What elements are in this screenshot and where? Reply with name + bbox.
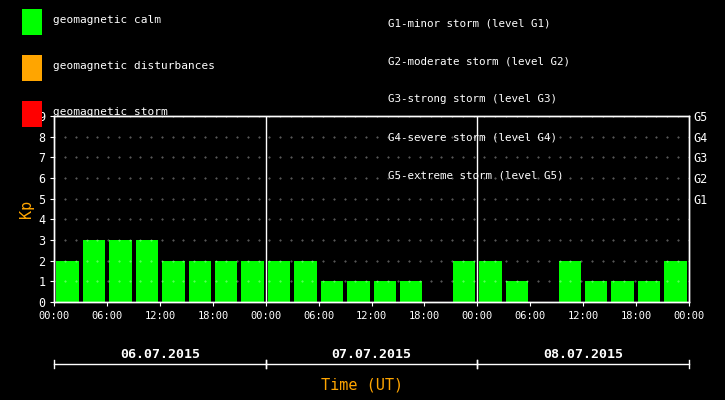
Bar — [241, 261, 264, 302]
Bar — [611, 281, 634, 302]
Bar — [57, 261, 79, 302]
Text: 08.07.2015: 08.07.2015 — [543, 348, 623, 360]
Bar — [162, 261, 185, 302]
Text: G1-minor storm (level G1): G1-minor storm (level G1) — [388, 18, 550, 28]
Text: 07.07.2015: 07.07.2015 — [331, 348, 412, 360]
Bar — [373, 281, 396, 302]
Bar — [400, 281, 423, 302]
Bar — [506, 281, 529, 302]
Y-axis label: Kp: Kp — [19, 200, 34, 218]
Bar — [320, 281, 343, 302]
Bar — [638, 281, 660, 302]
Bar — [109, 240, 132, 302]
Text: G3-strong storm (level G3): G3-strong storm (level G3) — [388, 94, 557, 104]
Bar — [136, 240, 158, 302]
Bar — [585, 281, 608, 302]
Text: Time (UT): Time (UT) — [321, 377, 404, 392]
Text: G4-severe storm (level G4): G4-severe storm (level G4) — [388, 132, 557, 142]
Text: geomagnetic calm: geomagnetic calm — [53, 15, 161, 25]
Bar — [479, 261, 502, 302]
Bar — [347, 281, 370, 302]
Bar — [294, 261, 317, 302]
Bar — [188, 261, 211, 302]
Text: G2-moderate storm (level G2): G2-moderate storm (level G2) — [388, 56, 570, 66]
Text: G5-extreme storm (level G5): G5-extreme storm (level G5) — [388, 170, 563, 180]
Bar — [215, 261, 237, 302]
Text: geomagnetic storm: geomagnetic storm — [53, 107, 167, 117]
Text: 06.07.2015: 06.07.2015 — [120, 348, 200, 360]
Bar — [83, 240, 105, 302]
Bar — [268, 261, 290, 302]
Bar — [664, 261, 687, 302]
Text: geomagnetic disturbances: geomagnetic disturbances — [53, 61, 215, 71]
Bar — [453, 261, 476, 302]
Bar — [558, 261, 581, 302]
